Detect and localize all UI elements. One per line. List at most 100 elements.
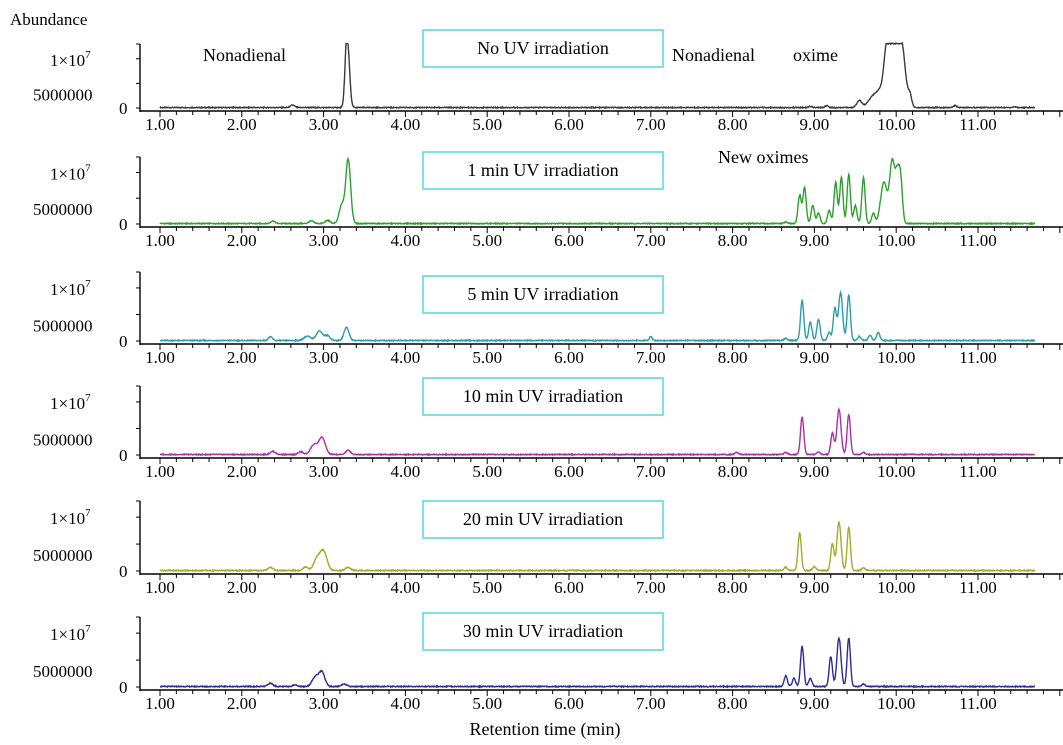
x-tick-label: 1.00 — [145, 115, 175, 134]
y-tick-label-zero: 0 — [119, 332, 128, 351]
x-tick-label: 9.00 — [800, 694, 830, 713]
panel-4: 1.00 2.00 3.00 4.00 5.00 6.00 7.00 8.00 9.00 10.0… — [33, 377, 1063, 481]
x-tick-label: 5.00 — [472, 348, 502, 367]
y-tick-label-zero: 0 — [119, 215, 128, 234]
x-tick-label: 10.00 — [877, 231, 915, 250]
x-tick-label: 9.00 — [800, 462, 830, 481]
panel-5: 1.00 2.00 3.00 4.00 5.00 6.00 7.00 8.00 9.00 10.0… — [33, 500, 1063, 597]
panel-label: 5 min UV irradiation — [467, 284, 618, 304]
x-tick-label: 6.00 — [554, 115, 584, 134]
panel-2: 1.00 2.00 3.00 4.00 5.00 6.00 7.00 8.00 9.00 10.0… — [33, 147, 1063, 250]
x-tick-label: 11.00 — [959, 462, 997, 481]
panel-label-box — [422, 377, 664, 416]
x-tick-label: 7.00 — [636, 578, 666, 597]
y-tick-label-zero: 0 — [119, 678, 128, 697]
x-tick-label: 4.00 — [391, 578, 421, 597]
series-trace-6 — [159, 636, 1036, 689]
x-tick-label: 4.00 — [391, 694, 421, 713]
y-tick-label-mid: 5000000 — [33, 662, 93, 681]
y-tick-exponent: 7 — [85, 278, 91, 290]
y-tick-label-mid: 5000000 — [33, 430, 93, 449]
peak-annotation: New oximes — [718, 147, 808, 167]
x-tick-label: 7.00 — [636, 462, 666, 481]
x-tick-label: 4.00 — [391, 115, 421, 134]
x-tick-label: 6.00 — [554, 231, 584, 250]
x-tick-label: 10.00 — [877, 348, 915, 367]
y-tick-label-top: 1×107 — [50, 392, 91, 413]
x-tick-label: 8.00 — [718, 348, 748, 367]
peak-annotation: Nonadienal — [203, 45, 286, 65]
x-tick-label: 2.00 — [227, 115, 257, 134]
panel-label: 10 min UV irradiation — [463, 386, 623, 406]
x-tick-label: 3.00 — [309, 115, 339, 134]
x-tick-label: 9.00 — [800, 578, 830, 597]
x-tick-label: 5.00 — [472, 231, 502, 250]
y-axis-title: Abundance — [10, 10, 87, 29]
panel-label: 20 min UV irradiation — [463, 509, 623, 529]
x-tick-label: 6.00 — [554, 694, 584, 713]
x-axis-title: Retention time (min) — [470, 719, 621, 740]
y-tick-label-top: 1×107 — [50, 49, 91, 70]
x-tick-label: 9.00 — [800, 231, 830, 250]
y-tick-label-top: 1×107 — [50, 507, 91, 528]
x-tick-label: 5.00 — [472, 578, 502, 597]
x-tick-label: 1.00 — [145, 578, 175, 597]
y-tick-label-zero: 0 — [119, 562, 128, 581]
y-tick-label-zero: 0 — [119, 446, 128, 465]
x-tick-label: 7.00 — [636, 348, 666, 367]
series-trace-5 — [159, 520, 1036, 573]
y-tick-exponent: 7 — [85, 392, 91, 404]
x-tick-label: 1.00 — [145, 462, 175, 481]
y-tick-label-top: 1×107 — [50, 623, 91, 644]
y-tick-label-mid: 5000000 — [33, 546, 93, 565]
x-tick-label: 6.00 — [554, 348, 584, 367]
panel-label: 1 min UV irradiation — [467, 160, 618, 180]
series-trace-1 — [159, 41, 1036, 110]
x-tick-label: 8.00 — [718, 231, 748, 250]
x-tick-label: 9.00 — [800, 348, 830, 367]
y-tick-label-zero: 0 — [119, 99, 128, 118]
y-tick-exponent: 7 — [85, 507, 91, 519]
x-tick-label: 1.00 — [145, 231, 175, 250]
x-tick-label: 2.00 — [227, 462, 257, 481]
x-tick-label: 11.00 — [959, 348, 997, 367]
x-tick-label: 10.00 — [877, 462, 915, 481]
x-tick-label: 3.00 — [309, 231, 339, 250]
panel-label: No UV irradiation — [477, 38, 609, 58]
x-tick-label: 4.00 — [391, 348, 421, 367]
x-tick-label: 3.00 — [309, 462, 339, 481]
panel-label-box — [422, 29, 664, 68]
x-tick-label: 8.00 — [718, 694, 748, 713]
x-tick-label: 1.00 — [145, 348, 175, 367]
series-trace-3 — [159, 289, 1036, 343]
peak-annotation: Nonadienal — [672, 45, 755, 65]
x-tick-label: 4.00 — [391, 462, 421, 481]
x-tick-label: 11.00 — [959, 231, 997, 250]
x-tick-label: 8.00 — [718, 115, 748, 134]
panel-label: 30 min UV irradiation — [463, 621, 623, 641]
x-tick-label: 11.00 — [959, 578, 997, 597]
panel-3: 1.00 2.00 3.00 4.00 5.00 6.00 7.00 8.00 9.00 10.0… — [33, 271, 1063, 367]
x-tick-label: 9.00 — [800, 115, 830, 134]
x-tick-label: 10.00 — [877, 694, 915, 713]
series-trace-2 — [159, 156, 1036, 226]
x-tick-label: 3.00 — [309, 348, 339, 367]
y-tick-exponent: 7 — [85, 49, 91, 61]
series-trace-4 — [159, 406, 1036, 457]
y-tick-label-mid: 5000000 — [33, 316, 93, 335]
x-tick-label: 11.00 — [959, 694, 997, 713]
y-tick-exponent: 7 — [85, 623, 91, 635]
peak-annotation: oxime — [793, 45, 838, 65]
y-tick-label-top: 1×107 — [50, 278, 91, 299]
x-tick-label: 5.00 — [472, 694, 502, 713]
x-tick-label: 7.00 — [636, 231, 666, 250]
x-tick-label: 2.00 — [227, 348, 257, 367]
x-tick-label: 2.00 — [227, 694, 257, 713]
panel-6: 1.00 2.00 3.00 4.00 5.00 6.00 7.00 8.00 9.00 10.0… — [33, 612, 1063, 713]
panel-label-box — [422, 151, 664, 190]
panel-label-box — [422, 500, 664, 539]
x-tick-label: 8.00 — [718, 578, 748, 597]
x-tick-label: 7.00 — [636, 694, 666, 713]
